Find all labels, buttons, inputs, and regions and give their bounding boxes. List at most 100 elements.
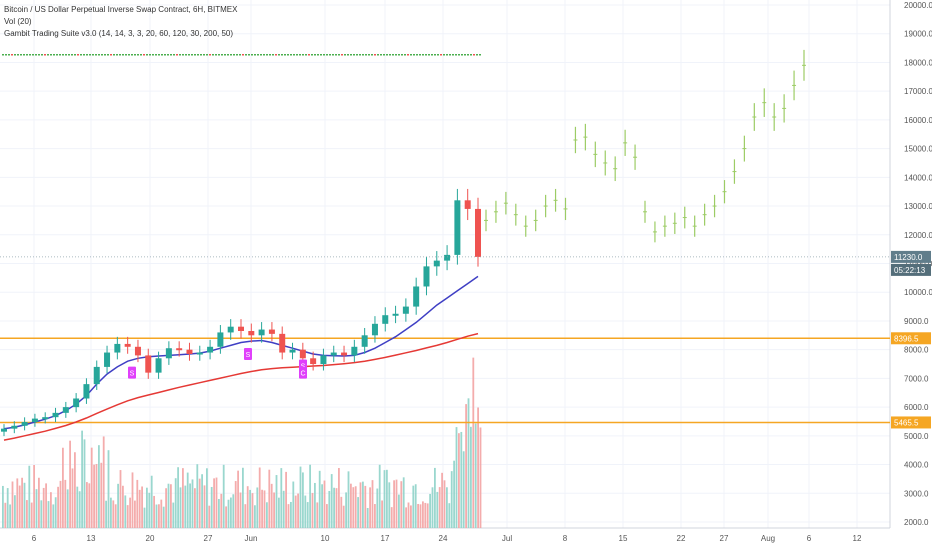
signal-dot [170, 54, 172, 56]
volume-bar [258, 467, 261, 528]
signal-dot [188, 54, 190, 56]
volume-bar [294, 495, 297, 528]
volume-bar [323, 480, 326, 528]
signal-dot [197, 54, 199, 56]
signal-dot [275, 54, 277, 56]
volume-bar [261, 489, 263, 528]
volume-bar [472, 357, 475, 528]
signal-dot [278, 54, 280, 56]
signal-dot [353, 54, 355, 56]
volume-bar [194, 488, 196, 528]
signal-dot [368, 54, 370, 56]
signal-dot [410, 54, 412, 56]
volume-bar [182, 468, 184, 528]
volume-bar [198, 478, 201, 528]
volume-bar [208, 505, 211, 528]
volume-bar [66, 489, 69, 528]
volume-bar [477, 407, 479, 528]
volume-bar [225, 506, 227, 528]
volume-bar [119, 470, 122, 528]
signal-dot [416, 54, 418, 56]
candle-body [155, 358, 162, 373]
volume-bar [126, 505, 129, 528]
y-tick-label: 4000.0 [904, 461, 929, 470]
candle-body [42, 417, 49, 420]
signal-dot [251, 54, 253, 56]
y-tick-label: 13000.0 [904, 202, 932, 211]
volume-bar [35, 489, 38, 528]
signal-dot [11, 54, 13, 56]
candle-body [207, 346, 214, 353]
candle-body [464, 200, 471, 209]
volume-bar [186, 472, 189, 528]
volume-bar [429, 493, 431, 528]
volume-bar [153, 495, 155, 528]
candle-body [268, 329, 275, 334]
volume-bar [74, 452, 76, 528]
volume-bar [9, 504, 11, 528]
signal-dot [59, 54, 61, 56]
signal-dot [338, 54, 340, 56]
candle-body [433, 260, 440, 267]
signal-dot [230, 54, 232, 56]
signal-dot [86, 54, 88, 56]
volume-bar [40, 500, 43, 528]
countdown-label: 05:22:13 [894, 266, 926, 275]
candle-body [62, 407, 69, 413]
signal-dot [317, 54, 319, 56]
volume-bar [191, 479, 194, 528]
volume-bar [304, 495, 307, 528]
volume-bar [88, 483, 91, 528]
candle-body [382, 315, 389, 324]
x-tick-label: 20 [146, 534, 155, 543]
signal-dot [206, 54, 208, 56]
signal-dot [434, 54, 436, 56]
signal-dot [356, 54, 358, 56]
candle-body [186, 349, 193, 354]
signal-dot [125, 54, 127, 56]
signal-dot [389, 54, 391, 56]
signal-dot [269, 54, 271, 56]
signal-dot [155, 54, 157, 56]
volume-bar [342, 505, 345, 528]
volume-bar [117, 483, 119, 528]
volume-bar [366, 507, 369, 528]
volume-bar [83, 439, 86, 528]
volume-bar [201, 474, 203, 528]
volume-bar [93, 464, 95, 528]
signal-dot [134, 54, 136, 56]
volume-bar [174, 478, 177, 528]
y-tick-label: 12000.0 [904, 231, 932, 240]
volume-bar [266, 502, 268, 528]
x-tick-label: 22 [677, 534, 686, 543]
volume-bar [86, 482, 88, 528]
signal-dot [173, 54, 175, 56]
signal-dot [431, 54, 433, 56]
volume-bar [21, 477, 23, 528]
signal-dot [308, 54, 310, 56]
signal-dot [473, 54, 475, 56]
volume-bar [436, 491, 439, 528]
signal-dot [152, 54, 154, 56]
signal-dot [158, 54, 160, 56]
signal-dot [305, 54, 307, 56]
volume-bar [177, 467, 179, 528]
x-tick-label: 17 [381, 534, 390, 543]
candle-body [52, 412, 59, 418]
volume-bar [237, 470, 239, 528]
candle-body [299, 349, 306, 359]
signal-dot [458, 54, 460, 56]
volume-bar [122, 485, 124, 528]
volume-bar [395, 479, 398, 528]
signal-dot [449, 54, 451, 56]
volume-bar [479, 427, 482, 528]
signal-dot [461, 54, 463, 56]
candle-body [454, 200, 461, 255]
volume-bar [242, 467, 244, 528]
signal-dot [293, 54, 295, 56]
signal-dot [131, 54, 133, 56]
volume-bar [30, 502, 33, 528]
candle-body [114, 343, 121, 353]
